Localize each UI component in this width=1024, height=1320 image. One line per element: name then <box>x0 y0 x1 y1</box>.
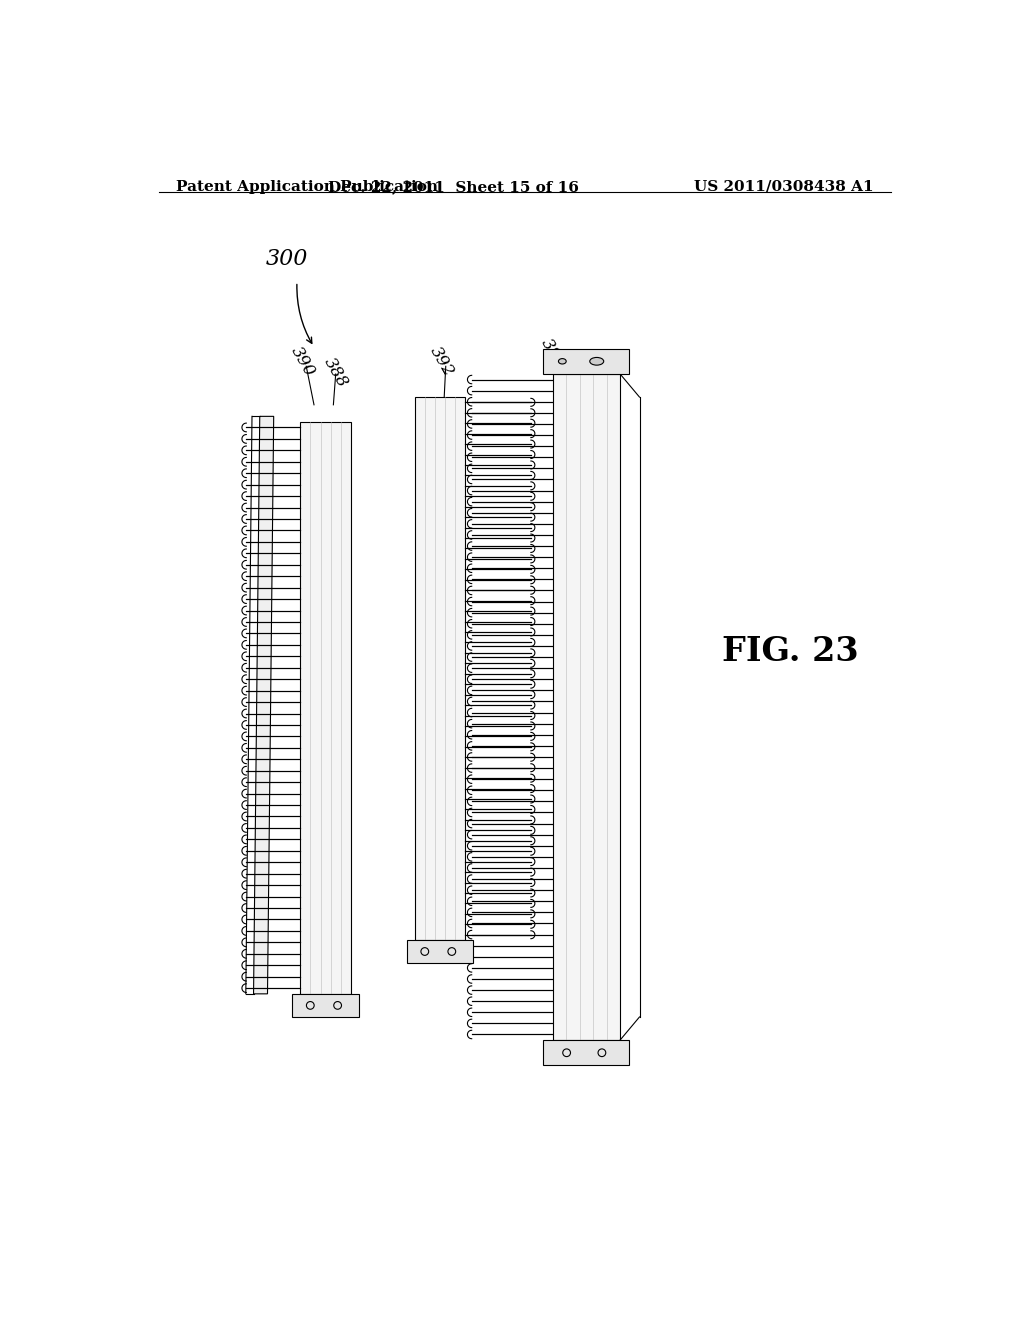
Text: 388: 388 <box>321 355 351 391</box>
Ellipse shape <box>558 359 566 364</box>
Polygon shape <box>407 940 473 964</box>
Polygon shape <box>544 348 630 374</box>
Text: US 2011/0308438 A1: US 2011/0308438 A1 <box>694 180 873 194</box>
Text: 392: 392 <box>427 343 457 379</box>
Text: Dec. 22, 2011  Sheet 15 of 16: Dec. 22, 2011 Sheet 15 of 16 <box>328 180 579 194</box>
Text: 390: 390 <box>287 343 317 379</box>
Text: Patent Application Publication: Patent Application Publication <box>176 180 438 194</box>
Polygon shape <box>254 416 273 994</box>
Polygon shape <box>415 397 465 940</box>
Polygon shape <box>300 422 351 994</box>
Polygon shape <box>292 994 359 1016</box>
Text: FIG. 23: FIG. 23 <box>722 635 859 668</box>
Text: 386: 386 <box>538 335 568 372</box>
Polygon shape <box>553 374 621 1040</box>
Polygon shape <box>544 1040 630 1065</box>
Text: 394: 394 <box>586 347 616 383</box>
Text: 300: 300 <box>265 248 308 271</box>
Ellipse shape <box>590 358 604 366</box>
